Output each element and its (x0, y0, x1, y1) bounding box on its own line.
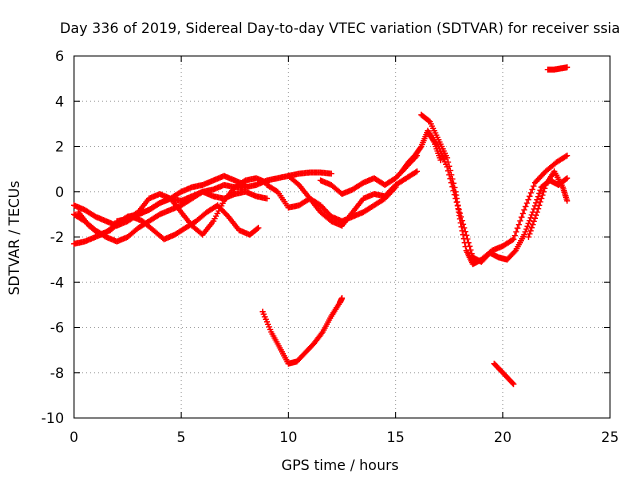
series-track-11 (399, 127, 444, 175)
data-marker-path (264, 182, 399, 225)
y-tick-label: 4 (55, 94, 64, 110)
x-tick-label: 10 (279, 430, 297, 446)
x-tick-label: 0 (70, 430, 79, 446)
series-track-15 (544, 64, 571, 73)
y-axis-label: SDTVAR / TECUs (7, 181, 23, 296)
series-track-6 (264, 182, 399, 225)
x-tick-label: 15 (387, 430, 405, 446)
data-marker-path (424, 129, 571, 265)
series-track-9 (418, 111, 571, 268)
data-marker-path (544, 64, 571, 73)
y-tick-label: -8 (50, 366, 64, 382)
series-track-8 (317, 152, 420, 197)
axis-ticks: 0 5 10 15 20 25 -10 -8 -6 -4 -2 0 2 4 6 (41, 49, 619, 446)
series-track-13 (259, 295, 345, 367)
data-marker-path (113, 175, 270, 238)
series-track-14 (491, 360, 517, 388)
y-tick-label: 2 (55, 140, 64, 156)
data-marker-path (285, 168, 420, 229)
series-track-7 (285, 168, 420, 229)
y-tick-label: 6 (55, 49, 64, 65)
series-track-12 (525, 168, 571, 240)
data-marker-path (317, 152, 420, 197)
data-marker-path (525, 168, 571, 240)
y-tick-label: -10 (41, 411, 64, 427)
series-track-10 (424, 129, 571, 265)
y-tick-label: -4 (50, 275, 64, 291)
data-marker-path (491, 360, 517, 388)
x-tick-label: 20 (494, 430, 512, 446)
data-marker-path (259, 295, 345, 367)
y-tick-label: -6 (50, 321, 64, 337)
data-marker-path (418, 111, 571, 268)
y-tick-label: 0 (55, 185, 64, 201)
y-tick-label: -2 (50, 230, 64, 246)
data-marker-path (399, 127, 444, 175)
x-tick-label: 5 (177, 430, 186, 446)
x-tick-label: 25 (601, 430, 619, 446)
data-points (71, 64, 571, 388)
chart-title: Day 336 of 2019, Sidereal Day-to-day VTE… (60, 21, 620, 37)
series-track-5 (113, 175, 270, 238)
x-axis-label: GPS time / hours (281, 458, 398, 474)
